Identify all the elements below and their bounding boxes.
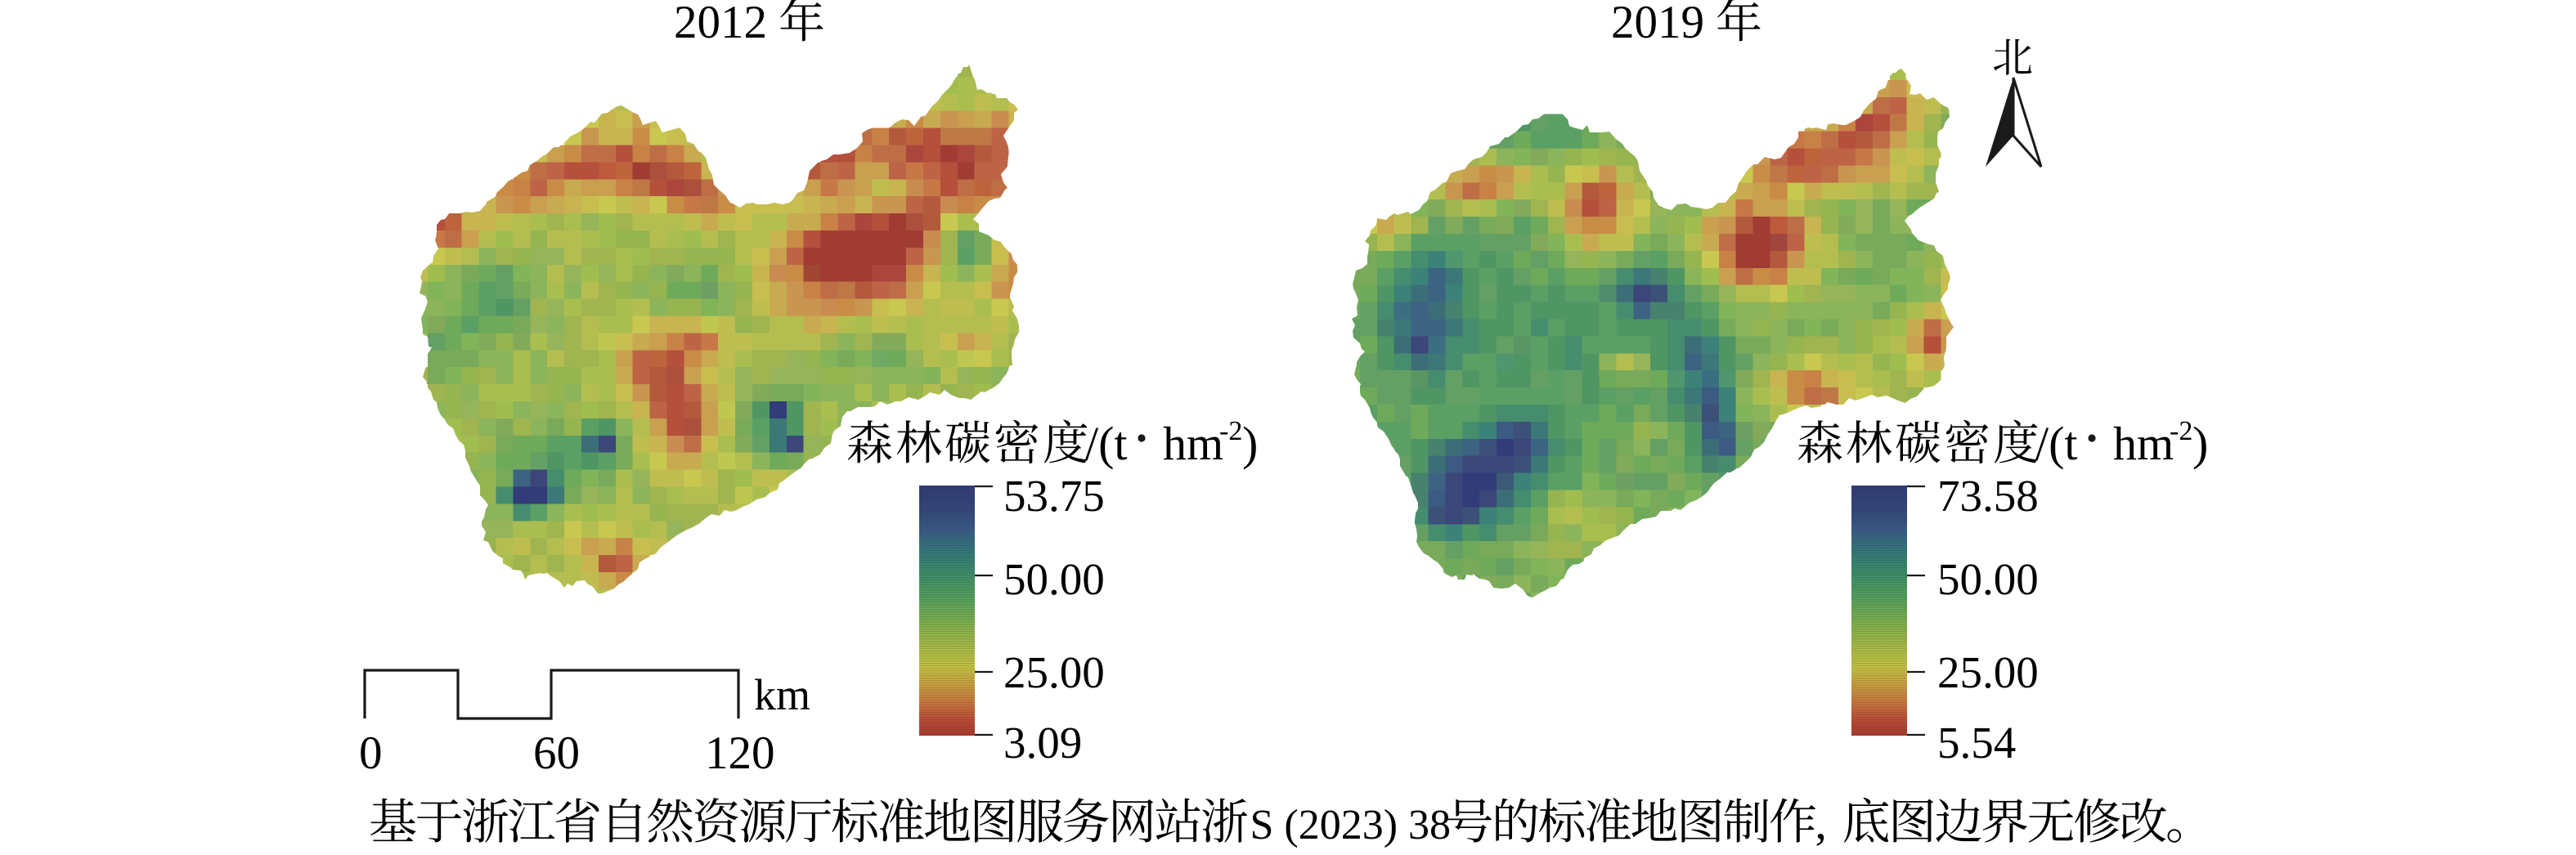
svg-text:25.00: 25.00 bbox=[1003, 647, 1105, 697]
svg-text:hm: hm bbox=[1163, 417, 1223, 470]
svg-text:53.75: 53.75 bbox=[1003, 471, 1105, 521]
svg-text:25.00: 25.00 bbox=[1937, 647, 2039, 697]
svg-text:3.09: 3.09 bbox=[1003, 718, 1082, 768]
svg-text:): ) bbox=[2192, 417, 2208, 470]
svg-text:73.58: 73.58 bbox=[1937, 471, 2039, 521]
svg-text:km: km bbox=[754, 670, 810, 719]
svg-text:/(t: /(t bbox=[2035, 417, 2078, 470]
svg-text:120: 120 bbox=[705, 727, 775, 779]
svg-text:hm: hm bbox=[2113, 417, 2174, 470]
svg-text:S (2023) 38: S (2023) 38 bbox=[1250, 802, 1452, 848]
svg-text:-2: -2 bbox=[2170, 416, 2192, 446]
svg-text:/(t: /(t bbox=[1085, 417, 1128, 470]
svg-text:5.54: 5.54 bbox=[1937, 718, 2016, 768]
svg-text:60: 60 bbox=[533, 727, 580, 779]
svg-text:,: , bbox=[1815, 798, 1827, 849]
svg-text:2019: 2019 bbox=[1611, 0, 1704, 48]
svg-text:50.00: 50.00 bbox=[1003, 554, 1105, 604]
svg-text:-2: -2 bbox=[1219, 416, 1242, 446]
svg-text:): ) bbox=[1242, 417, 1258, 470]
svg-text:0: 0 bbox=[359, 727, 383, 779]
svg-text:2012: 2012 bbox=[674, 0, 767, 48]
svg-text:50.00: 50.00 bbox=[1937, 554, 2039, 604]
